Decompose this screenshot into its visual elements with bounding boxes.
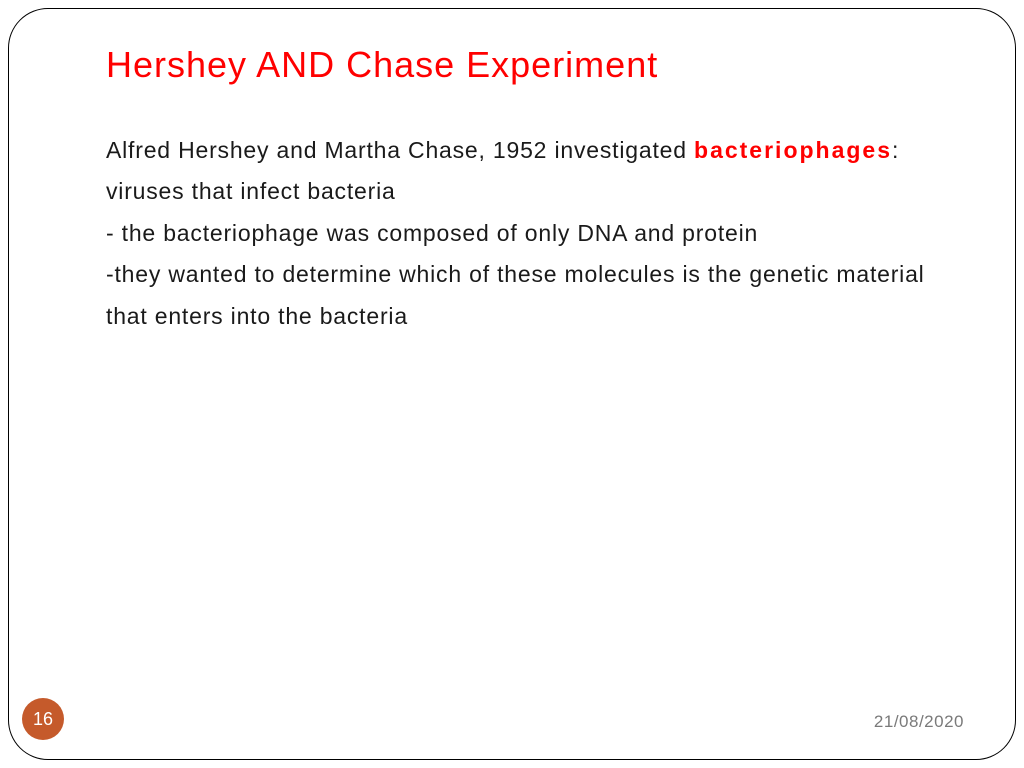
body-line-2: - the bacteriophage was composed of only…: [106, 213, 944, 254]
slide-body: Alfred Hershey and Martha Chase, 1952 in…: [106, 130, 944, 337]
slide-title: Hershey AND Chase Experiment: [106, 44, 944, 86]
slide-content: Hershey AND Chase Experiment Alfred Hers…: [106, 44, 944, 337]
body-highlight: bacteriophages: [694, 137, 892, 163]
slide: Hershey AND Chase Experiment Alfred Hers…: [0, 0, 1024, 768]
body-line-3: -they wanted to determine which of these…: [106, 254, 944, 337]
page-number: 16: [33, 709, 53, 730]
body-line-1-pre: Alfred Hershey and Martha Chase, 1952 in…: [106, 137, 694, 163]
slide-date: 21/08/2020: [874, 712, 964, 732]
body-line-1: Alfred Hershey and Martha Chase, 1952 in…: [106, 130, 944, 213]
page-number-badge: 16: [22, 698, 64, 740]
